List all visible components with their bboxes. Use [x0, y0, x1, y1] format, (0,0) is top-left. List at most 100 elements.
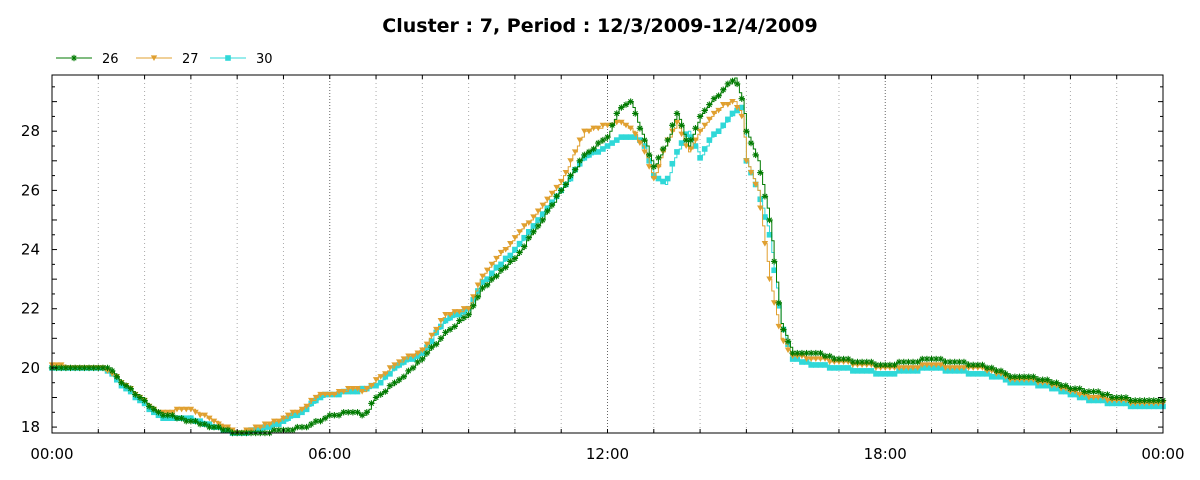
data-point: [720, 101, 727, 108]
data-point: [465, 306, 472, 312]
data-point: [497, 267, 505, 274]
data-point: [1053, 379, 1060, 386]
data-point: [729, 77, 736, 85]
data-point: [891, 361, 898, 369]
data-point: [752, 151, 759, 159]
data-point: [909, 365, 917, 371]
data-point: [817, 356, 824, 363]
data-point: [812, 356, 820, 363]
data-point: [895, 365, 903, 371]
data-point: [1104, 391, 1111, 398]
data-point: [1030, 373, 1037, 380]
data-point: [196, 412, 204, 419]
data-point: [1094, 394, 1102, 401]
data-point: [470, 294, 477, 300]
data-point: [321, 415, 329, 422]
data-point: [831, 365, 838, 371]
data-point: [849, 358, 857, 366]
legend-item-30: 30: [210, 52, 273, 67]
data-point: [70, 54, 78, 62]
data-point: [627, 98, 634, 105]
data-point: [932, 362, 940, 368]
data-point: [1048, 379, 1056, 386]
data-point: [831, 355, 838, 363]
data-point: [358, 388, 366, 395]
data-point: [530, 228, 537, 236]
data-point: [335, 412, 343, 419]
data-point: [164, 412, 171, 419]
data-point: [590, 125, 597, 132]
data-point: [595, 125, 602, 132]
data-point: [645, 164, 653, 170]
data-point: [826, 359, 833, 365]
data-point: [113, 373, 121, 380]
data-point: [988, 373, 995, 380]
data-point: [817, 362, 824, 368]
data-point: [312, 417, 320, 425]
data-point: [298, 423, 306, 431]
data-point: [599, 136, 607, 144]
data-point: [553, 184, 560, 191]
data-point: [192, 409, 199, 416]
data-point: [442, 312, 449, 318]
data-point: [419, 355, 426, 363]
data-point: [1118, 394, 1125, 401]
data-point: [1085, 388, 1093, 395]
data-point: [456, 309, 463, 315]
data-point: [275, 418, 283, 425]
data-point: [521, 234, 527, 241]
data-point: [627, 134, 634, 140]
data-point: [257, 424, 264, 431]
data-point: [720, 122, 727, 129]
data-point: [414, 350, 421, 357]
data-point: [803, 356, 810, 363]
data-point: [891, 371, 898, 377]
data-point: [669, 160, 676, 167]
data-point: [400, 356, 408, 363]
data-point: [678, 140, 685, 146]
data-point: [442, 329, 449, 336]
legend: 26 27 30: [56, 52, 273, 67]
data-point: [752, 181, 759, 188]
data-point: [484, 276, 490, 282]
data-point: [960, 358, 968, 366]
data-point: [873, 371, 879, 377]
data-point: [692, 143, 699, 149]
data-point: [386, 382, 394, 389]
data-point: [331, 412, 338, 419]
data-point: [618, 104, 625, 111]
data-point: [660, 178, 666, 185]
data-point: [534, 208, 542, 215]
data-point: [970, 361, 977, 369]
data-point: [526, 229, 532, 235]
data-point: [613, 119, 620, 126]
data-point: [655, 154, 662, 162]
data-point: [340, 388, 347, 395]
data-point: [178, 406, 185, 413]
data-point: [710, 110, 718, 117]
data-point: [210, 418, 218, 425]
data-point: [409, 353, 417, 360]
data-point: [919, 362, 926, 368]
data-point: [696, 128, 704, 135]
data-point: [669, 122, 676, 129]
data-point: [618, 134, 625, 140]
data-point: [1132, 397, 1139, 404]
data-point: [585, 148, 593, 156]
data-point: [585, 128, 593, 135]
data-point: [446, 312, 454, 318]
data-point: [345, 409, 352, 416]
data-point: [525, 234, 533, 241]
data-point: [914, 358, 921, 366]
data-point: [146, 403, 153, 410]
data-point: [1090, 394, 1097, 401]
data-point: [534, 222, 542, 230]
data-point: [937, 355, 944, 363]
data-point: [483, 267, 491, 274]
data-point: [664, 175, 671, 182]
data-point: [474, 282, 482, 289]
data-point: [1136, 397, 1144, 404]
data-point: [900, 358, 907, 366]
data-point: [1085, 394, 1093, 401]
